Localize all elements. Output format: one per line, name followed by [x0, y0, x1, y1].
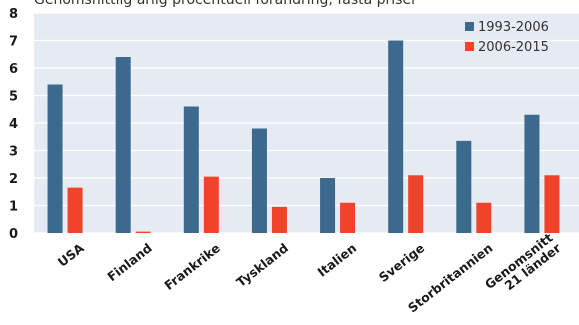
- y-tick-label: 0: [9, 227, 18, 242]
- legend: 1993-2006 2006-2015: [465, 20, 549, 55]
- bar-1993-2006-Genomsnitt 21 länder: [524, 114, 540, 233]
- x-axis-ticks: USA Finland Frankrike Tyskland Italien Sverig…: [55, 230, 564, 315]
- y-tick-label: 2: [9, 172, 18, 187]
- y-axis-ticks: 0 1 2 3 4 5 6 7 8: [9, 7, 18, 242]
- x-tick-label-line: Tyskland: [233, 240, 291, 290]
- bar-2006-2015-Storbritannien: [476, 202, 492, 233]
- bars: [47, 40, 560, 233]
- x-tick-label-line: Italien: [314, 240, 359, 280]
- x-tick-label: Tyskland: [233, 240, 291, 290]
- x-tick-label-line: Sverige: [376, 240, 427, 285]
- bar-2006-2015-Italien: [340, 202, 356, 233]
- chart-subtitle: Genomsnittlig årlig procentuell förändri…: [34, 0, 417, 8]
- x-tick-label: Sverige: [376, 240, 427, 285]
- bar-1993-2006-Italien: [320, 178, 336, 233]
- y-tick-label: 3: [9, 145, 18, 160]
- bar-2006-2015-Sverige: [408, 175, 424, 233]
- y-tick-label: 7: [9, 35, 18, 50]
- y-tick-label: 8: [9, 7, 18, 22]
- y-tick-label: 1: [9, 200, 18, 215]
- legend-label: 2006-2015: [478, 40, 549, 55]
- x-tick-label: Finland: [104, 240, 154, 284]
- x-tick-label: Italien: [314, 240, 359, 280]
- bar-1993-2006-USA: [47, 84, 63, 233]
- bar-1993-2006-Frankrike: [183, 106, 199, 233]
- x-tick-label: Frankrike: [161, 240, 223, 293]
- bar-2006-2015-Finland: [135, 231, 151, 233]
- bar-2006-2015-Frankrike: [203, 176, 219, 233]
- x-tick-label: USA: [55, 240, 87, 270]
- bar-2006-2015-Tyskland: [271, 206, 287, 233]
- bar-1993-2006-Sverige: [388, 40, 404, 233]
- bar-1993-2006-Tyskland: [251, 128, 267, 233]
- x-tick-label-line: Finland: [104, 240, 154, 284]
- x-tick-label-line: USA: [55, 240, 87, 270]
- bar-1993-2006-Finland: [115, 57, 131, 233]
- y-tick-label: 5: [9, 90, 18, 105]
- y-tick-label: 6: [9, 62, 18, 77]
- bar-2006-2015-Genomsnitt 21 länder: [544, 175, 560, 233]
- legend-swatch: [465, 42, 474, 51]
- y-tick-label: 4: [9, 117, 18, 132]
- bar-2006-2015-USA: [67, 187, 83, 233]
- legend-swatch: [465, 22, 474, 31]
- legend-label: 1993-2006: [478, 20, 549, 35]
- bar-1993-2006-Storbritannien: [456, 140, 472, 233]
- x-tick-label-line: Frankrike: [161, 240, 223, 293]
